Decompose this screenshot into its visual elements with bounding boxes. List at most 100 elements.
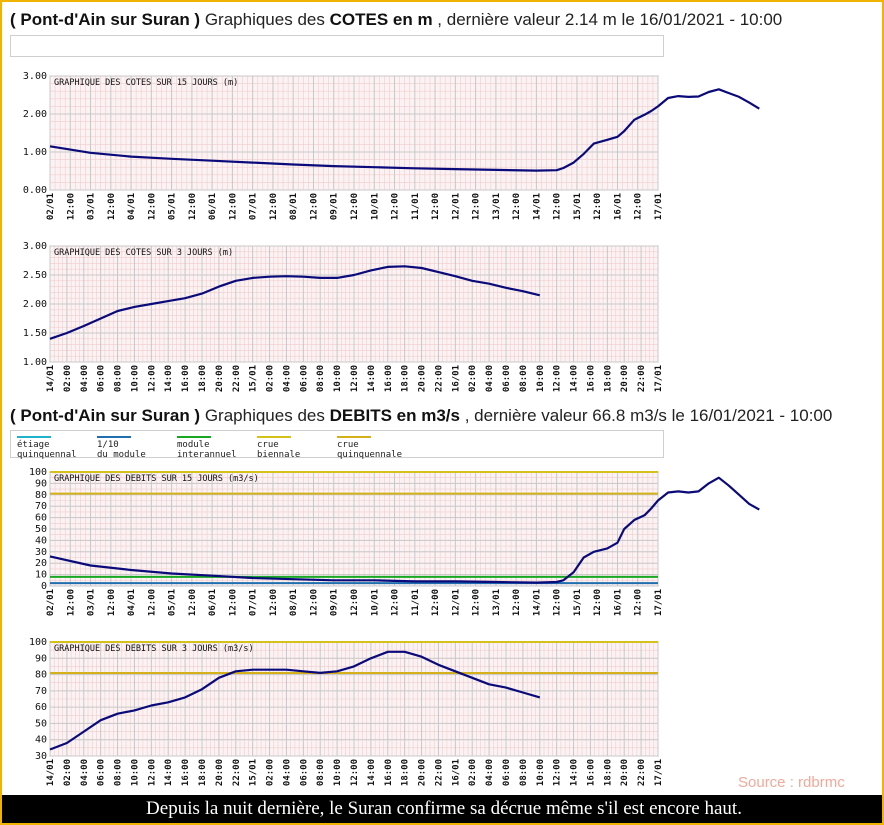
x-tick-label: 04:00 bbox=[282, 365, 292, 392]
x-tick-label: 13/01 bbox=[492, 589, 502, 616]
y-tick-label: 50 bbox=[35, 718, 47, 729]
x-tick-label: 12:00 bbox=[553, 759, 563, 786]
x-tick-label: 20:00 bbox=[215, 759, 225, 786]
legend-module: module interannuel bbox=[177, 434, 237, 460]
x-tick-label: 14:00 bbox=[164, 759, 174, 786]
chart-title: GRAPHIQUE DES COTES SUR 3 JOURS (m) bbox=[54, 248, 233, 258]
x-tick-label: 12:00 bbox=[431, 193, 441, 220]
y-tick-label: 30 bbox=[35, 547, 47, 558]
y-tick-label: 60 bbox=[35, 513, 47, 524]
x-tick-label: 14:00 bbox=[570, 365, 580, 392]
x-tick-label: 13/01 bbox=[492, 193, 502, 220]
legend-biennale-line2: biennale bbox=[257, 450, 301, 460]
x-tick-label: 02/01 bbox=[46, 193, 56, 220]
x-tick-label: 02:00 bbox=[266, 759, 276, 786]
x-tick-label: 12:00 bbox=[553, 193, 563, 220]
x-tick-label: 06/01 bbox=[208, 589, 218, 616]
x-tick-label: 12:00 bbox=[107, 193, 117, 220]
x-tick-label: 12:00 bbox=[512, 193, 522, 220]
chart-title: GRAPHIQUE DES DEBITS SUR 3 JOURS (m3/s) bbox=[54, 644, 254, 654]
x-tick-label: 14/01 bbox=[46, 759, 56, 786]
legend-etiage-line2: quinquennal bbox=[17, 450, 77, 460]
y-tick-label: 70 bbox=[35, 501, 47, 512]
series-line bbox=[49, 650, 541, 751]
x-tick-label: 16/01 bbox=[613, 589, 623, 616]
x-tick-label: 12:00 bbox=[553, 589, 563, 616]
chart-title: GRAPHIQUE DES COTES SUR 15 JOURS (m) bbox=[54, 78, 238, 88]
legend-quinquennale-line2: quinquennale bbox=[337, 450, 403, 460]
x-tick-label: 12:00 bbox=[309, 193, 319, 220]
x-tick-label: 04:00 bbox=[485, 365, 495, 392]
y-tick-label: 10 bbox=[35, 570, 47, 581]
x-tick-label: 12:00 bbox=[350, 589, 360, 616]
x-tick-label: 16/01 bbox=[451, 759, 461, 786]
x-tick-label: 16:00 bbox=[586, 365, 596, 392]
y-tick-label: 100 bbox=[29, 637, 47, 648]
x-tick-label: 12:00 bbox=[228, 589, 238, 616]
x-tick-label: 10:00 bbox=[536, 759, 546, 786]
x-tick-label: 18:00 bbox=[198, 365, 208, 392]
legend-biennale-line1: crue bbox=[257, 440, 279, 450]
x-tick-label: 09/01 bbox=[330, 589, 340, 616]
x-tick-label: 04:00 bbox=[80, 759, 90, 786]
legend-crue-biennale: crue biennale bbox=[257, 434, 300, 460]
x-tick-label: 15/01 bbox=[249, 365, 259, 392]
debits-measure: DEBITS en m3/s bbox=[329, 406, 460, 425]
legend-quinquennale-line1: crue bbox=[337, 440, 359, 450]
chart-cotes-3-jours: 14/01 02:00 04:00 06:00 08:00 10:00 12:00 14:00… bbox=[23, 241, 664, 392]
x-tick-label: 10:00 bbox=[130, 759, 140, 786]
x-tick-label: 06:00 bbox=[97, 759, 107, 786]
x-tick-label: 14:00 bbox=[367, 759, 377, 786]
x-tick-label: 12:00 bbox=[512, 589, 522, 616]
x-tick-label: 12:00 bbox=[350, 365, 360, 392]
y-tick-label: 2.50 bbox=[23, 270, 47, 281]
x-tick-label: 12:00 bbox=[391, 589, 401, 616]
y-tick-label: 3.00 bbox=[23, 241, 47, 252]
legend-swatch-etiage bbox=[17, 436, 51, 438]
series-line bbox=[49, 88, 760, 172]
x-tick-label: 06:00 bbox=[299, 365, 309, 392]
x-tick-label: 02/01 bbox=[46, 589, 56, 616]
x-tick-label: 12:00 bbox=[350, 193, 360, 220]
legend-etiage-line1: étiage bbox=[17, 440, 50, 450]
y-tick-label: 1.00 bbox=[23, 147, 47, 158]
y-tick-label: 50 bbox=[35, 524, 47, 535]
x-tick-label: 07/01 bbox=[249, 193, 259, 220]
x-tick-label: 12:00 bbox=[634, 589, 644, 616]
x-tick-label: 15/01 bbox=[573, 589, 583, 616]
x-tick-label: 22:00 bbox=[637, 759, 647, 786]
x-tick-label: 12:00 bbox=[593, 589, 603, 616]
x-tick-label: 08:00 bbox=[519, 365, 529, 392]
x-tick-label: 18:00 bbox=[603, 365, 613, 392]
chart-debits-15-jours: 02/01 12:00 03/01 12:00 04/01 12:00 05/01 12:00… bbox=[29, 467, 760, 616]
chart-cotes-15-jours: 02/01 12:00 03/01 12:00 04/01 12:00 05/01 12:00… bbox=[23, 71, 760, 220]
cotes-measure: COTES en m bbox=[329, 10, 433, 29]
x-tick-label: 04/01 bbox=[127, 589, 137, 616]
legend-dixieme-line1: 1/10 bbox=[97, 440, 119, 450]
y-tick-label: 1.50 bbox=[23, 328, 47, 339]
cotes-header: ( Pont-d'Ain sur Suran ) Graphiques des … bbox=[10, 10, 782, 30]
x-tick-label: 02:00 bbox=[468, 365, 478, 392]
x-tick-label: 12:00 bbox=[147, 365, 157, 392]
x-tick-label: 17/01 bbox=[654, 193, 664, 220]
y-tick-label: 40 bbox=[35, 735, 47, 746]
x-tick-label: 22:00 bbox=[434, 759, 444, 786]
x-tick-label: 02:00 bbox=[63, 759, 73, 786]
legend-swatch-dixieme bbox=[97, 436, 131, 438]
x-tick-label: 12:00 bbox=[147, 193, 157, 220]
y-tick-label: 90 bbox=[35, 478, 47, 489]
chart-debits-3-jours: 14/01 02:00 04:00 06:00 08:00 10:00 12:00 14:00… bbox=[29, 637, 664, 786]
x-tick-label: 12:00 bbox=[188, 193, 198, 220]
y-tick-label: 90 bbox=[35, 653, 47, 664]
cotes-prefix: Graphiques des bbox=[204, 10, 325, 29]
x-tick-label: 02:00 bbox=[468, 759, 478, 786]
x-tick-label: 12/01 bbox=[451, 193, 461, 220]
legend-swatch-biennale bbox=[257, 436, 291, 438]
x-tick-label: 17/01 bbox=[654, 589, 664, 616]
y-tick-label: 3.00 bbox=[23, 71, 47, 82]
x-tick-label: 10/01 bbox=[370, 589, 380, 616]
x-tick-label: 06:00 bbox=[502, 759, 512, 786]
x-tick-label: 04:00 bbox=[485, 759, 495, 786]
x-tick-label: 14/01 bbox=[532, 589, 542, 616]
x-tick-label: 20:00 bbox=[620, 365, 630, 392]
